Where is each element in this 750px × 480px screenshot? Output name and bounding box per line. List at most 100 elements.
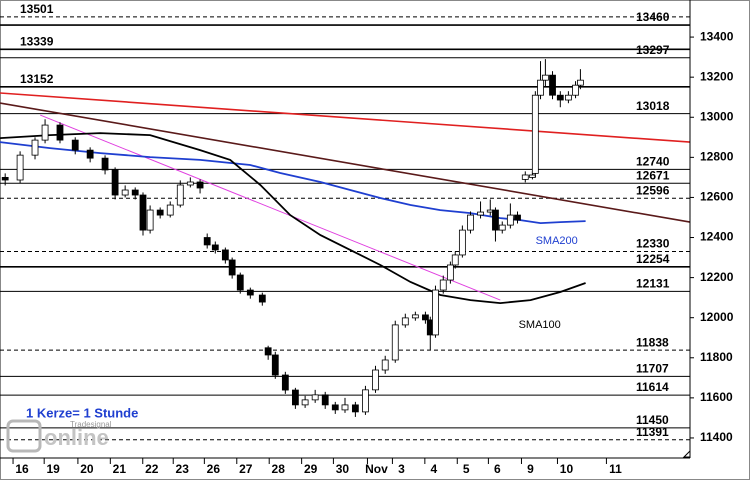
candle-body — [196, 181, 204, 189]
candle-body — [565, 94, 572, 101]
candle-body — [146, 209, 154, 231]
x-tick-label: 29 — [304, 462, 318, 476]
y-tick-label: 12000 — [700, 310, 734, 324]
x-tick-label: 4 — [431, 462, 438, 476]
candle-body — [311, 394, 319, 401]
x-tick-label: 11 — [609, 462, 622, 476]
candle-body — [1, 176, 9, 181]
y-tick-label: 12600 — [700, 190, 734, 204]
candle-body — [521, 174, 529, 180]
candle-body — [422, 314, 429, 321]
trend-line — [40, 114, 501, 301]
candle-body — [458, 229, 466, 256]
x-tick-label: 10 — [560, 462, 574, 476]
logo-box — [6, 419, 42, 453]
candle-body — [236, 274, 244, 291]
logo: online Tradesignal — [6, 419, 112, 453]
y-tick-label: 13400 — [700, 29, 734, 43]
sma-line — [0, 132, 586, 305]
candle-body — [372, 369, 379, 391]
y-tick-label: 11800 — [700, 350, 733, 364]
corner-mark — [682, 449, 691, 458]
candle-body — [498, 224, 506, 231]
candle-body — [71, 139, 79, 151]
y-tick-label: 12800 — [700, 150, 734, 164]
candle-body — [111, 169, 119, 196]
candle-body — [451, 254, 459, 266]
x-tick-label: 20 — [80, 462, 94, 476]
level-label: 13152 — [20, 72, 54, 86]
y-tick-label: 11600 — [700, 390, 733, 404]
candle-body — [228, 259, 236, 276]
candle-body — [101, 157, 109, 171]
level-label: 13297 — [636, 43, 670, 57]
y-tick-label: 12200 — [700, 270, 734, 284]
candle-body — [391, 324, 399, 361]
level-label: 12131 — [636, 277, 670, 291]
x-tick-label: 16 — [15, 462, 29, 476]
x-tick-label: 21 — [113, 462, 127, 476]
candle-body — [411, 314, 419, 319]
candle-body — [477, 211, 484, 216]
candle-body — [301, 399, 309, 406]
logo-text: online — [44, 425, 109, 450]
sma-line — [0, 141, 586, 225]
level-label: 12740 — [636, 155, 670, 169]
logo-sub: Tradesignal — [70, 420, 112, 429]
level-label: 11707 — [636, 362, 669, 376]
candle-body — [556, 94, 564, 101]
candle-body — [176, 184, 184, 206]
level-label: 13018 — [636, 99, 670, 113]
candle-body — [291, 389, 299, 406]
x-tick-label: 26 — [207, 462, 221, 476]
candle-body — [541, 74, 549, 81]
candle-body — [492, 209, 499, 231]
x-tick-label: 23 — [176, 462, 190, 476]
level-label: 13460 — [636, 10, 670, 24]
candle-body — [401, 317, 409, 326]
candle-body — [341, 404, 349, 411]
candle-body — [16, 154, 24, 181]
candle-body — [331, 404, 339, 411]
level-label: 12254 — [636, 252, 670, 266]
x-tick-label: 3 — [398, 462, 405, 476]
candle-body — [351, 404, 359, 413]
candle-body — [549, 74, 556, 96]
candle-body — [362, 389, 369, 413]
x-tick-label: 9 — [527, 462, 534, 476]
x-tick-label: 22 — [145, 462, 159, 476]
candle-body — [139, 194, 147, 231]
candle-body — [203, 237, 211, 246]
level-label: 13339 — [20, 34, 54, 48]
candle-body — [281, 374, 289, 391]
sma-label: SMA200 — [536, 235, 578, 247]
plot: 13501 13460 13339 13297 13152 13018 1274012671… — [0, 2, 691, 441]
x-tick-label: 19 — [46, 462, 60, 476]
level-label: 12330 — [636, 237, 670, 251]
candle-body — [86, 149, 94, 159]
y-tick-label: 13200 — [700, 69, 734, 83]
candle-body — [537, 79, 544, 96]
x-tick-label: 27 — [239, 462, 253, 476]
candle-body — [467, 214, 474, 231]
candle-body — [156, 209, 164, 216]
candle-body — [529, 174, 536, 178]
candle-body — [258, 294, 266, 303]
level-label: 13501 — [20, 2, 54, 16]
x-tick-label: 30 — [336, 462, 350, 476]
candle-body — [577, 79, 584, 86]
sma-label: SMA100 — [519, 319, 561, 331]
candle-body — [131, 189, 139, 196]
level-label: 11450 — [636, 413, 669, 427]
candle-body — [246, 289, 254, 296]
candle-body — [432, 289, 439, 336]
level-label: 11391 — [636, 425, 669, 439]
level-label: 12671 — [636, 168, 670, 182]
level-label: 11614 — [636, 380, 669, 394]
candle-body — [446, 264, 454, 281]
trend-line — [0, 102, 691, 223]
candle-body — [186, 181, 194, 186]
candle-body — [211, 244, 219, 251]
